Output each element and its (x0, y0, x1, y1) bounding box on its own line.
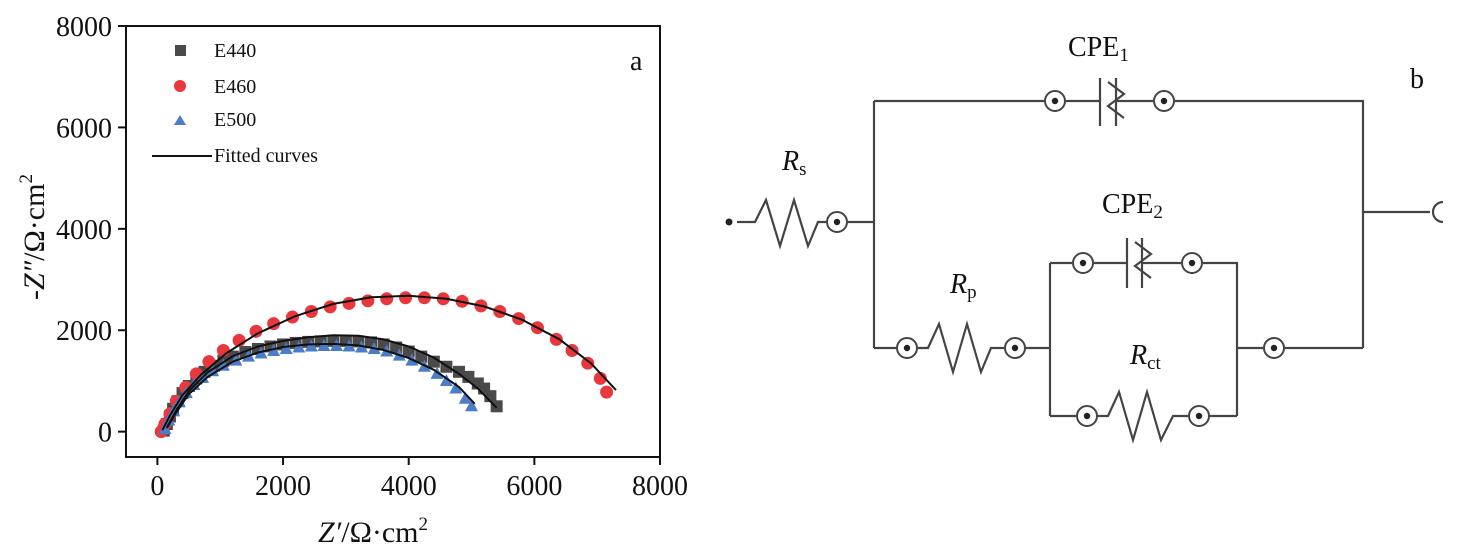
y-axis-ticks: 0 2000 4000 6000 8000 (56, 12, 126, 449)
legend-marker-e500 (174, 115, 186, 125)
connector-node-dot (1270, 344, 1278, 352)
panel-label-a: a (630, 46, 643, 77)
point-e500 (304, 339, 318, 352)
point-e460 (380, 292, 394, 306)
connector-node-dot (1195, 412, 1203, 420)
point-e500 (465, 399, 479, 412)
y-tick-label: 2000 (56, 316, 112, 347)
legend-label-e440: E440 (214, 40, 256, 62)
point-e460 (593, 371, 607, 385)
cpe2-plates (1094, 238, 1153, 288)
data-points (154, 291, 614, 439)
y-axis-label: -Z″/Ω·cm2 (16, 174, 51, 300)
point-e500 (158, 422, 172, 435)
point-e460 (249, 324, 263, 338)
nyquist-plot: 0 2000 4000 6000 8000 0 2000 4000 6000 8000 a Z′… (16, 12, 688, 549)
point-e440 (452, 365, 465, 378)
legend-label-fit: Fitted curves (214, 145, 318, 167)
legend: E440 E460 E500 Fitted curves (152, 40, 318, 167)
x-tick-label: 2000 (255, 471, 311, 502)
label-rp: Rp (949, 269, 977, 303)
y-tick-label: 0 (98, 418, 112, 449)
point-e500 (206, 364, 220, 377)
wire-inner-right-top (1203, 261, 1239, 416)
resistor-rp (918, 320, 1004, 376)
point-e460 (581, 356, 595, 370)
point-e500 (458, 391, 472, 404)
fit-curve-e500 (165, 342, 476, 429)
cpe1-plates (1066, 78, 1126, 126)
label-cpe1: CPE1 (1068, 32, 1129, 66)
label-cpe2: CPE2 (1102, 189, 1163, 223)
label-rs: Rs (781, 146, 807, 180)
connector-node-dot (1079, 259, 1087, 267)
x-tick-label: 6000 (506, 471, 562, 502)
y-tick-label: 8000 (56, 12, 112, 43)
connector-nodes (826, 90, 1285, 427)
legend-marker-e440 (175, 45, 186, 56)
y-tick-label: 4000 (56, 215, 112, 246)
resistor-rs (748, 196, 826, 250)
point-e460 (342, 296, 356, 310)
plot-frame (125, 25, 661, 458)
panel-label-b: b (1410, 64, 1424, 95)
point-e460 (399, 291, 413, 305)
x-axis-label: Z′/Ω·cm2 (318, 514, 428, 549)
legend-label-e460: E460 (214, 76, 256, 98)
point-e500 (439, 373, 453, 386)
label-rct: Rct (1129, 340, 1162, 374)
wire-top-right (1175, 99, 1365, 348)
connector-node-dot (903, 344, 911, 352)
fit-curve-e460 (161, 294, 617, 431)
point-e500 (449, 381, 463, 394)
x-tick-label: 8000 (632, 471, 688, 502)
equivalent-circuit (725, 78, 1444, 444)
fit-curve-e440 (165, 334, 498, 429)
x-axis-ticks: 0 2000 4000 6000 8000 (150, 457, 688, 502)
circuit-labels: b CPE1 Rs CPE2 Rp Rct (781, 32, 1424, 374)
y-tick-label: 6000 (56, 113, 112, 144)
connector-node-dot (1083, 412, 1091, 420)
connector-node-dot (1011, 344, 1019, 352)
terminal-right (1431, 200, 1444, 224)
terminal-left (725, 218, 733, 226)
connector-node-dot (1160, 97, 1168, 105)
connector-node-dot (1051, 97, 1059, 105)
legend-marker-e460 (174, 80, 186, 92)
point-e500 (216, 358, 230, 371)
fitted-curves (161, 294, 617, 431)
point-e500 (292, 340, 306, 353)
connector-node-dot (1188, 259, 1196, 267)
point-e460 (600, 385, 614, 399)
x-tick-label: 4000 (381, 471, 437, 502)
x-tick-label: 0 (150, 471, 164, 502)
point-e500 (279, 341, 293, 354)
connector-node-dot (833, 218, 841, 226)
legend-label-e500: E500 (214, 109, 256, 131)
resistor-rct (1098, 388, 1188, 444)
